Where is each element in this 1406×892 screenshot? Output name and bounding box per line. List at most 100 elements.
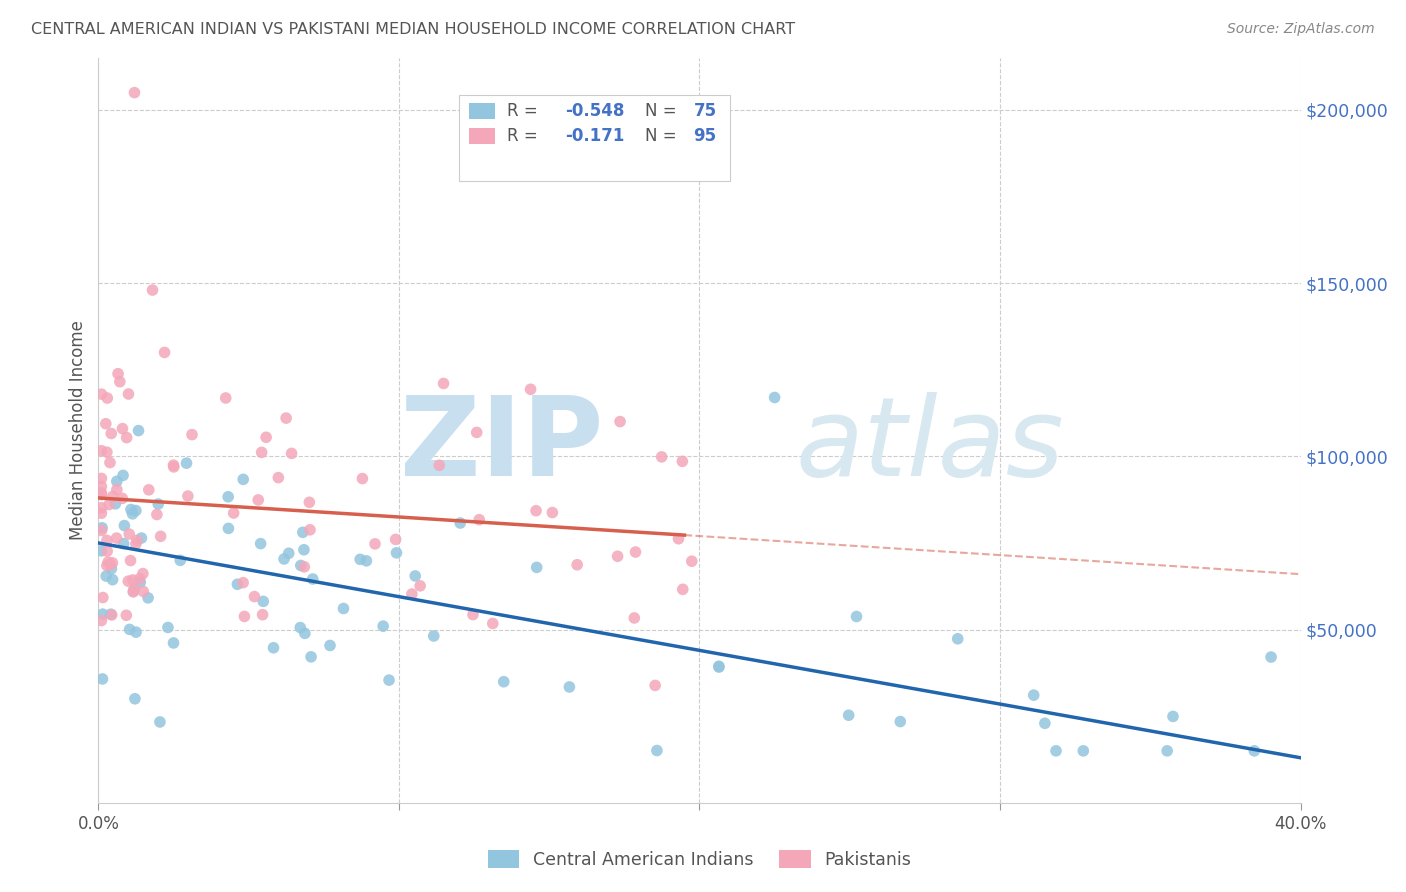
Point	[1260, 650, 1282, 665]
Point	[98, 558, 121, 572]
Point	[104, 497, 127, 511]
Point	[132, 566, 155, 581]
Point	[254, 430, 277, 444]
Text: 95: 95	[693, 128, 717, 145]
Point	[96, 544, 118, 558]
Point	[384, 533, 406, 547]
Point	[101, 573, 124, 587]
Point	[277, 546, 299, 560]
Point	[125, 503, 148, 517]
Point	[105, 531, 128, 545]
Point	[492, 674, 515, 689]
Point	[96, 391, 118, 405]
Point	[122, 585, 145, 599]
Point	[404, 569, 426, 583]
Point	[291, 525, 314, 540]
Point	[226, 577, 249, 591]
Point	[222, 506, 245, 520]
Point	[526, 560, 548, 574]
Point	[124, 86, 146, 100]
Point	[125, 537, 148, 551]
Point	[162, 458, 184, 472]
Point	[290, 621, 312, 635]
Point	[90, 387, 112, 401]
Point	[100, 426, 122, 441]
Point	[385, 546, 408, 560]
Point	[105, 483, 128, 497]
Point	[707, 659, 730, 673]
Point	[422, 629, 444, 643]
FancyBboxPatch shape	[458, 95, 730, 181]
Text: -0.548: -0.548	[565, 102, 624, 120]
Point	[292, 542, 315, 557]
Point	[96, 558, 118, 573]
Y-axis label: Median Household Income: Median Household Income	[69, 320, 87, 541]
Point	[125, 625, 148, 640]
Point	[138, 483, 160, 497]
Point	[94, 417, 117, 431]
Point	[128, 572, 150, 586]
Point	[169, 553, 191, 567]
Point	[94, 569, 117, 583]
Point	[115, 431, 138, 445]
Point	[98, 456, 121, 470]
Point	[273, 552, 295, 566]
Point	[215, 391, 238, 405]
Point	[558, 680, 581, 694]
Bar	[468, 103, 495, 119]
Point	[176, 456, 198, 470]
Point	[707, 660, 730, 674]
Point	[117, 387, 139, 401]
Point	[946, 632, 969, 646]
Point	[120, 553, 142, 567]
Point	[100, 562, 122, 576]
Text: 75: 75	[693, 102, 717, 120]
Text: R =: R =	[508, 128, 543, 145]
Point	[252, 607, 274, 622]
Point	[90, 479, 112, 493]
Point	[468, 513, 491, 527]
Point	[91, 521, 114, 535]
Point	[141, 283, 163, 297]
Point	[668, 532, 690, 546]
Point	[763, 391, 786, 405]
Point	[122, 582, 145, 596]
Point	[163, 459, 186, 474]
Point	[118, 527, 141, 541]
Point	[267, 470, 290, 484]
Point	[845, 609, 868, 624]
Point	[217, 521, 239, 535]
Point	[401, 587, 423, 601]
Point	[243, 590, 266, 604]
Point	[90, 614, 112, 628]
Point	[91, 672, 114, 686]
Point	[90, 500, 112, 515]
Text: R =: R =	[508, 102, 543, 120]
Point	[681, 554, 703, 568]
Point	[124, 691, 146, 706]
Point	[156, 620, 179, 634]
Point	[373, 619, 395, 633]
Point	[298, 523, 321, 537]
Point	[149, 714, 172, 729]
Point	[352, 472, 374, 486]
Text: Source: ZipAtlas.com: Source: ZipAtlas.com	[1227, 22, 1375, 37]
Point	[465, 425, 488, 440]
Point	[120, 502, 142, 516]
Point	[91, 591, 114, 605]
Point	[233, 609, 256, 624]
Point	[162, 636, 184, 650]
Point	[671, 454, 693, 468]
Point	[252, 594, 274, 608]
Point	[624, 545, 647, 559]
Point	[427, 458, 450, 473]
Point	[149, 529, 172, 543]
Point	[263, 640, 285, 655]
Point	[90, 471, 112, 485]
Point	[148, 497, 170, 511]
Point	[90, 443, 112, 458]
Point	[90, 524, 112, 538]
Point	[299, 649, 322, 664]
Point	[136, 591, 159, 605]
Text: atlas: atlas	[796, 392, 1064, 499]
